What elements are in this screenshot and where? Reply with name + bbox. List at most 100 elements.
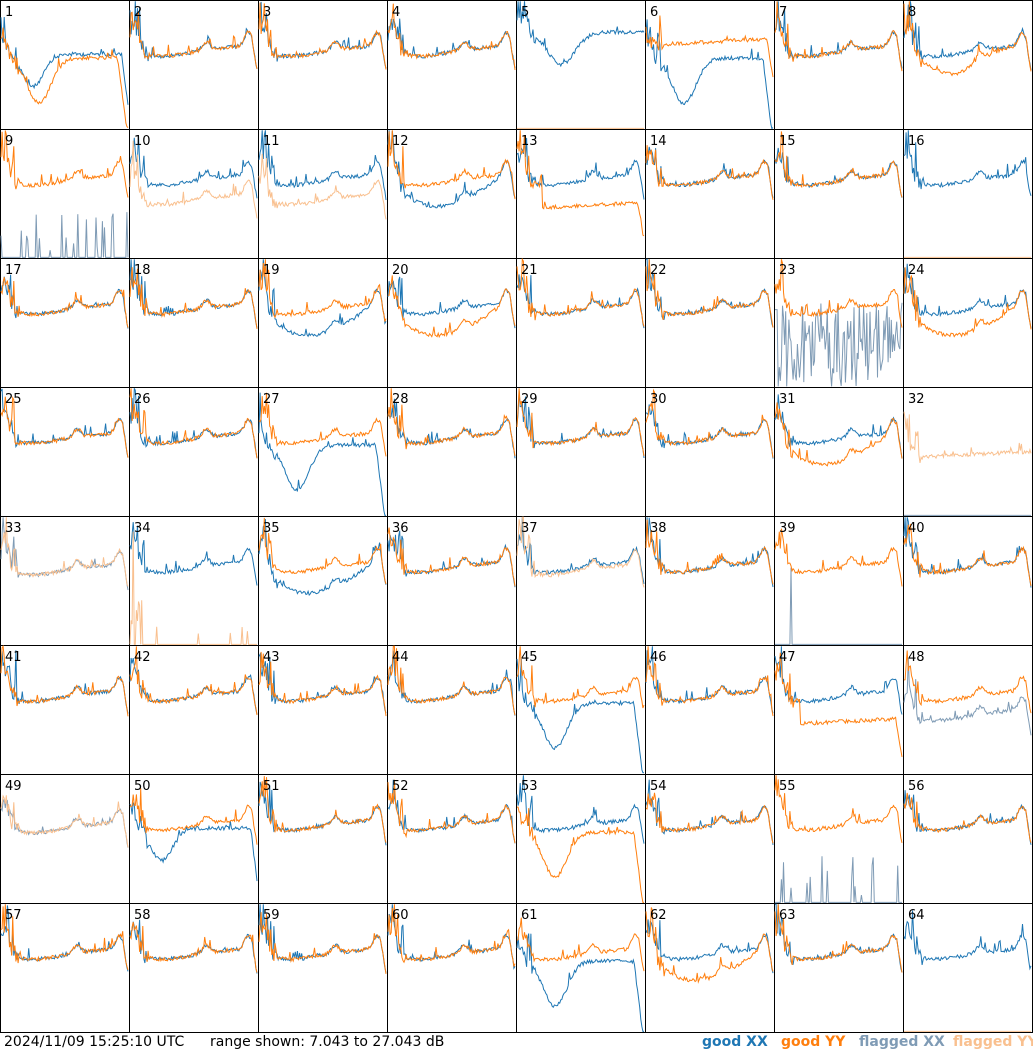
panel-label: 27 [263,392,280,407]
panel-1: 1 [0,0,130,130]
series-yy [129,140,258,219]
timestamp: 2024/11/09 15:25:10 UTC [4,1034,185,1050]
panel-frame [516,258,646,388]
panel-label: 63 [779,908,796,923]
series-yy [774,775,903,844]
panel-3: 3 [258,0,388,130]
panel-30: 30 [645,387,775,517]
panel-29: 29 [516,387,646,517]
series-xx [516,517,645,584]
series-xx [516,933,644,1032]
panel-frame [129,774,259,904]
panel-frame [387,645,517,775]
series-yy [258,912,387,974]
panel-20: 20 [387,258,517,388]
panel-label: 41 [5,650,22,665]
panel-label: 25 [5,392,22,407]
panel-label: 21 [521,263,538,278]
panel-label: 29 [521,392,538,407]
panel-frame [129,258,259,388]
series-xx [258,1,387,69]
legend-flagged-yy: flagged YY [953,1034,1033,1050]
panel-frame [645,903,775,1033]
panel-60: 60 [387,903,517,1033]
panel-8: 8 [903,0,1033,130]
series-yy [387,527,516,587]
panel-label: 12 [392,134,409,149]
panel-label: 19 [263,263,280,278]
panel-15: 15 [774,129,904,259]
panel-frame [774,0,904,130]
panel-12: 12 [387,129,517,259]
series-xx [387,276,516,329]
series-xx [903,1,1032,71]
series-yy [258,651,387,717]
panel-label: 6 [650,5,658,20]
panel-label: 53 [521,779,538,794]
panel-frame [387,903,517,1033]
panel-59: 59 [258,903,388,1033]
panel-35: 35 [258,516,388,646]
panel-5: 5 [516,0,646,130]
panel-label: 49 [5,779,22,794]
series-yy [903,523,1032,587]
series-yy [0,904,129,970]
series-yy [129,11,258,70]
panel-label: 44 [392,650,409,665]
panel-frame [516,516,646,646]
series-yy [645,907,774,984]
series-yy [774,259,903,328]
panel-label: 47 [779,650,796,665]
panel-38: 38 [645,516,775,646]
series-yy [645,145,774,200]
panel-56: 56 [903,774,1033,904]
series-yy [645,388,774,458]
series-yy [388,275,516,339]
series-xx [903,263,1032,329]
panel-label: 7 [779,5,787,20]
panel-49: 49 [0,774,130,904]
series-yy [903,792,1032,843]
panel-label: 55 [779,779,796,794]
panel-frame [774,645,904,775]
series-yy [0,276,129,328]
series-yy [774,402,903,467]
panel-frame [258,0,388,130]
panel-frame [903,774,1033,904]
series-xx [516,658,645,774]
series-yy [645,519,774,585]
series-yy [517,806,644,903]
panel-label: 8 [908,5,916,20]
panel-frame [774,903,904,1033]
panel-label: 26 [134,392,151,407]
panel-frame [516,903,646,1033]
panel-label: 2 [134,5,142,20]
panel-53: 53 [516,774,646,904]
series-xx [516,136,645,200]
panel-label: 38 [650,521,667,536]
panel-frame [516,645,646,775]
panel-label: 24 [908,263,925,278]
panel-43: 43 [258,645,388,775]
panel-frame [258,645,388,775]
panel-28: 28 [387,387,517,517]
series-xx [258,392,386,516]
series-yy [645,15,774,78]
panel-46: 46 [645,645,775,775]
series-yy [903,411,1032,463]
panel-21: 21 [516,257,646,388]
series-yy [774,652,903,757]
panel-label: 57 [5,908,22,923]
series-xx [645,919,774,974]
panel-frame [645,387,775,517]
panel-label: 42 [134,650,151,665]
panel-label: 15 [779,134,796,149]
series-yy [516,130,645,237]
panel-label: 36 [392,521,409,536]
series-yy [645,646,774,717]
panel-39: 39 [774,516,904,646]
series-yy [774,1,903,72]
panel-frame [645,645,775,775]
legend-good-yy: good YY [781,1034,846,1050]
panel-44: 44 [387,645,517,775]
